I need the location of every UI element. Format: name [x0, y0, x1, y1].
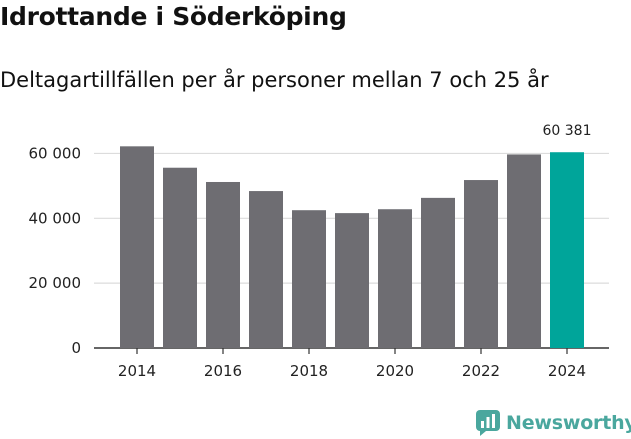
bar-2015: [163, 167, 197, 348]
bar-2024: [550, 152, 584, 348]
bar-2021: [421, 197, 455, 348]
y-tick-label: 60 000: [29, 144, 82, 162]
brand-name: Newsworthy: [506, 412, 631, 434]
chart-subtitle: Deltagartillfällen per år personer mella…: [0, 68, 549, 92]
data-label-highlight: 60 381: [543, 123, 592, 139]
bar-2020: [378, 209, 412, 348]
y-tick-label: 0: [71, 339, 81, 357]
y-tick-label: 20 000: [29, 274, 82, 292]
bar-2022: [464, 180, 498, 348]
brand: Newsworthy: [476, 409, 631, 437]
bars: [120, 146, 584, 348]
bar-2018: [292, 210, 326, 348]
x-tick-label: 2024: [548, 362, 586, 380]
labels: 0 20 000 40 000 60 000 2014 2016 2018 2020 2022 2…: [29, 123, 592, 380]
x-tick-label: 2016: [204, 362, 242, 380]
x-tick-label: 2022: [462, 362, 500, 380]
x-tick-label: 2020: [376, 362, 414, 380]
y-tick-label: 40 000: [29, 209, 82, 227]
bar-2019: [335, 213, 369, 348]
newsworthy-logo-icon: [476, 410, 500, 436]
bar-2014: [120, 146, 154, 348]
chart-title: Idrottande i Söderköping: [0, 2, 347, 31]
bar-2023: [507, 154, 541, 348]
bar-2017: [249, 191, 283, 348]
bar-2016: [206, 181, 240, 348]
x-tick-label: 2014: [118, 362, 156, 380]
x-tick-label: 2018: [290, 362, 328, 380]
